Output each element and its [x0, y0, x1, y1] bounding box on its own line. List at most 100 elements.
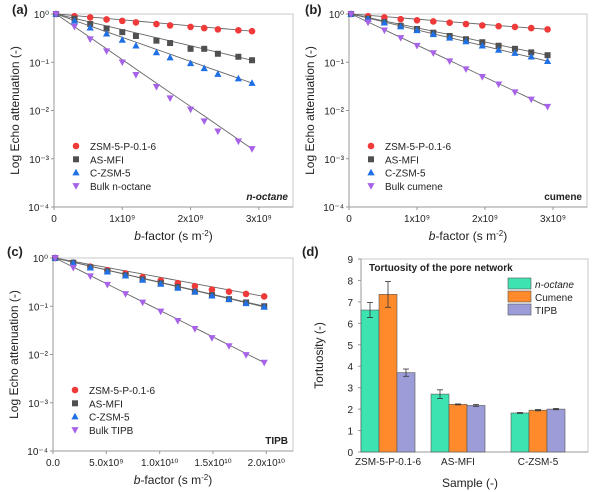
x-axis-label: b-factor (s m-2) — [429, 229, 507, 244]
y-tick-label: 4 — [347, 362, 353, 373]
marker-triangle-up — [462, 37, 470, 45]
y-tick-label: 10⁻⁴ — [323, 203, 344, 214]
marker-triangle-up — [200, 64, 208, 72]
marker-square — [73, 156, 79, 163]
bar-2 — [466, 405, 486, 453]
marker-triangle-up — [72, 168, 80, 176]
marker-square — [249, 57, 256, 64]
marker-triangle-down — [186, 106, 195, 114]
legend-label: C-ZSM-5 — [90, 169, 131, 180]
marker-triangle-up — [214, 70, 222, 77]
marker-circle — [381, 14, 388, 21]
marker-triangle-down — [260, 359, 268, 367]
marker-triangle-up — [248, 79, 256, 86]
x-tick-label: 2x10⁹ — [472, 214, 498, 225]
marker-circle — [225, 288, 233, 296]
series-2 — [347, 10, 552, 65]
x-axis-label-italic: b — [134, 473, 141, 487]
y-tick-label: 9 — [347, 255, 353, 266]
marker-square — [368, 156, 374, 163]
y-axis-label: Log Echo attenuation (-) — [7, 290, 21, 419]
y-tick-label: 10⁻¹ — [324, 58, 344, 69]
marker-triangle-up — [103, 267, 111, 275]
marker-square — [153, 37, 160, 44]
panel-b: (b) 0 1x10⁹ 2x10⁹ 3x10⁹ 10⁰ 10⁻¹ 10⁻² 10⁻³ 10⁻⁴ Lo… — [303, 2, 588, 244]
marker-circle — [118, 17, 126, 25]
x-axis-label-italic: b — [429, 229, 436, 243]
marker-triangle-down — [446, 58, 454, 66]
y-tick-label: 10⁻¹ — [28, 302, 48, 313]
panel-label: (c) — [7, 244, 23, 259]
x-tick-label: 0 — [51, 214, 57, 225]
marker-square — [167, 40, 174, 47]
marker-triangle-down — [121, 291, 130, 298]
marker-triangle-up — [225, 295, 233, 302]
marker-triangle-up — [118, 36, 126, 43]
marker-triangle-down — [132, 71, 140, 79]
marker-triangle-down — [248, 146, 256, 153]
marker-triangle-up — [132, 41, 140, 49]
y-tick-label: 10⁻¹ — [29, 58, 49, 69]
y-tick-label: 10⁰ — [34, 10, 49, 21]
y-tick-label: 10⁻⁴ — [28, 203, 49, 214]
marker-circle — [71, 386, 79, 394]
marker-triangle-up — [495, 46, 503, 53]
marker-square — [201, 45, 208, 52]
marker-square — [187, 45, 194, 52]
y-tick-label: 7 — [347, 298, 353, 309]
legend-label: AS-MFI — [385, 155, 419, 166]
marker-circle — [242, 290, 250, 298]
x-axis-label: b-factor (s m-2) — [134, 473, 212, 488]
legend-label: ZSM-5-P-0.1-6 — [89, 386, 156, 397]
marker-circle — [103, 16, 110, 23]
marker-triangle-up — [367, 168, 375, 176]
legend-label: AS-MFI — [89, 399, 123, 410]
marker-circle — [248, 27, 256, 35]
x-tick-label: 2x10⁹ — [178, 214, 204, 225]
marker-circle — [478, 22, 486, 29]
marker-triangle-down — [429, 50, 437, 57]
marker-triangle-up — [139, 276, 147, 283]
x-axis-label-close: ) — [208, 473, 212, 487]
marker-triangle-down — [103, 281, 111, 289]
x-axis-label-text: -factor (s m — [435, 229, 496, 243]
panel-label: (b) — [305, 2, 322, 17]
marker-triangle-up — [543, 57, 552, 65]
marker-triangle-up — [69, 259, 77, 266]
x-axis-label-close: ) — [209, 229, 213, 243]
marker-triangle-down — [139, 299, 147, 307]
marker-circle — [191, 282, 199, 290]
y-axis-label: Log Echo attenuation (-) — [303, 46, 317, 175]
y-tick-label: 1 — [347, 427, 353, 438]
marker-triangle-up — [429, 30, 437, 38]
marker-triangle-down — [495, 81, 503, 89]
y-axis-label: Tortuosity (-) — [312, 322, 326, 389]
x-axis-label-sup: -2 — [202, 229, 210, 238]
sample-annotation: n-octane — [246, 192, 288, 203]
legend-label: Bulk cumene — [385, 182, 443, 193]
y-tick-label: 10⁻² — [28, 351, 48, 362]
bar-0 — [360, 309, 380, 453]
y-tick-label: 10⁻³ — [29, 155, 49, 166]
marker-circle — [132, 19, 140, 26]
marker-circle — [544, 26, 551, 33]
series-0 — [347, 10, 551, 33]
marker-triangle-up — [234, 74, 242, 82]
marker-circle — [462, 20, 470, 28]
marker-square — [495, 42, 502, 49]
marker-square — [214, 50, 221, 57]
x-axis-label: Sample (-) — [442, 476, 498, 490]
legend-swatch — [507, 290, 532, 303]
fit-line — [55, 13, 253, 84]
bar-2 — [546, 408, 566, 453]
x-axis-label-close: ) — [503, 229, 507, 243]
marker-square — [511, 45, 518, 52]
marker-triangle-up — [478, 41, 486, 49]
bar-1 — [378, 294, 398, 453]
marker-triangle-down — [462, 66, 470, 73]
y-tick-label: 8 — [347, 276, 353, 287]
x-tick-label: AS-MFI — [441, 457, 475, 468]
marker-triangle-up — [86, 23, 94, 31]
marker-circle — [166, 22, 174, 29]
marker-triangle-down — [367, 183, 375, 190]
